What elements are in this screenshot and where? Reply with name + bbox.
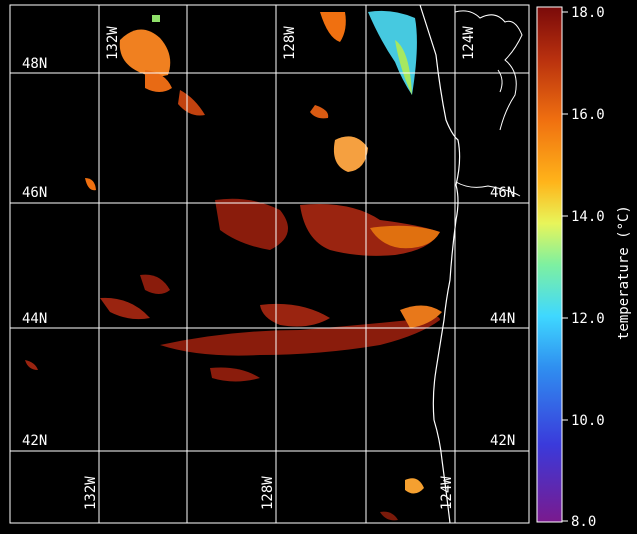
lon-label-128w-bottom: 128W [260,476,276,510]
lat-label-44n-left: 44N [22,311,47,327]
inland-waters [497,69,503,93]
colorbar: 18.0 16.0 14.0 12.0 10.0 8.0 temperature… [536,5,632,530]
lat-label-46n-left: 46N [22,185,47,201]
colorbar-label: temperature (°C) [616,205,632,340]
graticule [10,5,529,523]
colorbar-tick-18: 18.0 [571,5,605,21]
columbia-river [455,181,521,197]
lon-label-132w-bottom: 132W [83,476,99,510]
lon-label-124w-top: 124W [461,26,477,60]
lat-label-44n-right: 44N [490,311,515,327]
lat-label-42n-left: 42N [22,433,47,449]
colorbar-tick-16: 16.0 [571,107,605,123]
temperature-patches [25,10,442,521]
colorbar-gradient [536,6,563,523]
colorbar-tick-12: 12.0 [571,311,605,327]
lat-label-42n-right: 42N [490,433,515,449]
colorbar-tick-8: 8.0 [571,514,596,530]
lon-label-128w-top: 128W [282,26,298,60]
puget-sound-coast [454,10,523,131]
lat-label-48n-left: 48N [22,56,47,72]
lon-label-132w-top: 132W [105,26,121,60]
colorbar-tick-14: 14.0 [571,209,605,225]
map-frame [9,4,530,524]
colorbar-tick-10: 10.0 [571,413,605,429]
coastline [419,4,461,524]
lat-label-46n-right: 46N [490,185,515,201]
lon-label-124w-bottom: 124W [439,476,455,510]
